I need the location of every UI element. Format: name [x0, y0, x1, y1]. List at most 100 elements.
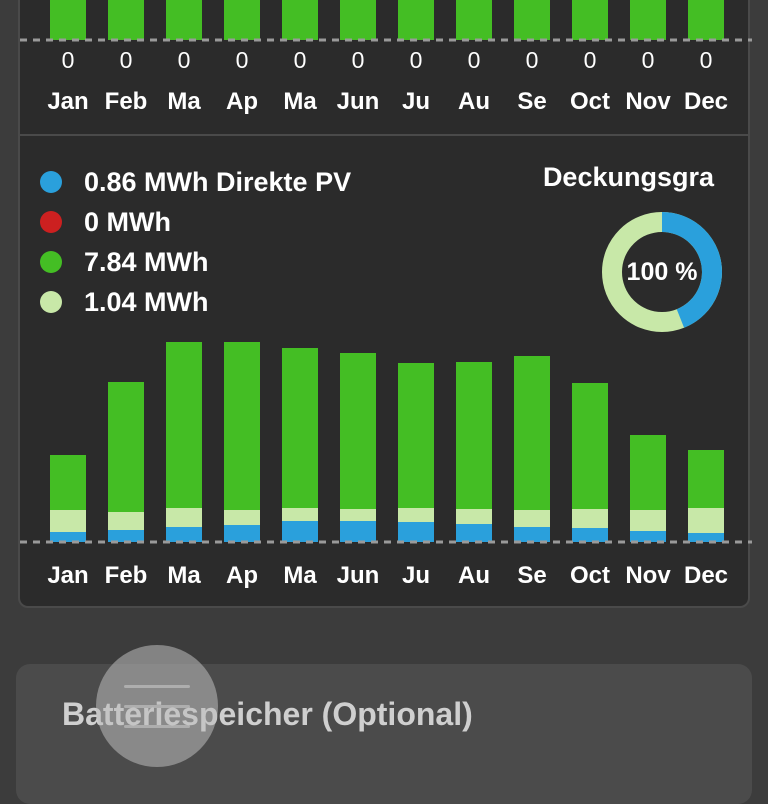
- bar-segment-light-green: [108, 512, 144, 530]
- bar-segment-green: [166, 342, 202, 508]
- bar-segment-light-green: [572, 509, 608, 528]
- top-bar: [630, 0, 666, 40]
- legend-item-direct-pv: 0.86 MWh Direkte PV: [40, 162, 351, 202]
- top-month-label: Nov: [625, 88, 671, 115]
- bar-segment-direct-pv: [282, 521, 318, 542]
- top-value-label: 0: [178, 47, 191, 73]
- coverage-donut: 100 %: [600, 210, 724, 334]
- bar-segment-green: [630, 435, 666, 510]
- legend-label: 1.04 MWh: [84, 287, 209, 317]
- top-value-label: 0: [410, 47, 423, 73]
- energy-chart-card: 0.86 MWh Direkte PV 0 MWh 7.84 MWh 1.04 …: [18, 134, 752, 608]
- month-label: Ma: [167, 562, 201, 589]
- coverage-title: Deckungsgra: [542, 162, 714, 192]
- top-month-label: Ma: [167, 88, 201, 115]
- legend-label: 0.86 MWh Direkte PV: [84, 167, 352, 197]
- month-label: Au: [458, 562, 490, 589]
- top-bar: [282, 0, 318, 40]
- top-bar: [456, 0, 492, 40]
- bar-segment-direct-pv: [514, 527, 550, 542]
- top-value-label: 0: [584, 47, 597, 73]
- month-label: Jun: [337, 562, 380, 589]
- top-month-label: Feb: [105, 88, 148, 115]
- top-month-label: Dec: [684, 88, 728, 115]
- month-label: Se: [517, 562, 546, 589]
- top-bar: [514, 0, 550, 40]
- bar-segment-direct-pv: [50, 532, 86, 542]
- top-month-label: Ma: [283, 88, 317, 115]
- bar-segment-direct-pv: [630, 531, 666, 542]
- coverage-value: 100 %: [626, 258, 698, 286]
- bar-segment-direct-pv: [224, 525, 260, 542]
- chart-legend: 0.86 MWh Direkte PV 0 MWh 7.84 MWh 1.04 …: [40, 162, 351, 322]
- bar-segment-direct-pv: [108, 530, 144, 542]
- top-value-label: 0: [120, 47, 133, 73]
- bar-segment-green: [398, 363, 434, 508]
- top-month-label: Ap: [226, 88, 258, 115]
- top-bar: [166, 0, 202, 40]
- legend-dot-light-green: [40, 291, 62, 313]
- monthly-chart-card-top: 0 0 0 0 0 0 0 0 0 0 0 0 Jan Feb Ma Ap Ma Jun Ju Au Se Oct Nov D…: [18, 0, 752, 136]
- menu-icon-line: [124, 725, 190, 728]
- bar-segment-green: [108, 382, 144, 512]
- legend-dot-green: [40, 251, 62, 273]
- top-month-label: Ju: [402, 88, 430, 115]
- top-month-label: Jan: [47, 88, 88, 115]
- legend-item-green: 7.84 MWh: [40, 242, 351, 282]
- donut-chart: [602, 212, 722, 332]
- menu-button[interactable]: [96, 645, 218, 767]
- top-bar: [572, 0, 608, 40]
- top-value-label: 0: [236, 47, 249, 73]
- month-label: Dec: [684, 562, 728, 589]
- bar-segment-green: [572, 383, 608, 509]
- menu-icon-line: [124, 705, 190, 708]
- legend-label: 0 MWh: [84, 207, 171, 237]
- bar-segment-light-green: [224, 510, 260, 525]
- bar-segment-light-green: [514, 510, 550, 527]
- month-label: Ap: [226, 562, 258, 589]
- bar-segment-light-green: [340, 509, 376, 521]
- bar-segment-light-green: [456, 509, 492, 524]
- month-label: Ju: [402, 562, 430, 589]
- top-value-label: 0: [642, 47, 655, 73]
- bar-segment-green: [340, 353, 376, 509]
- month-label: Jan: [47, 562, 88, 589]
- bar-segment-green: [50, 455, 86, 510]
- bar-segment-light-green: [50, 510, 86, 532]
- top-bar: [224, 0, 260, 40]
- bar-segment-direct-pv: [166, 527, 202, 542]
- bar-segment-direct-pv: [456, 524, 492, 542]
- top-month-label: Jun: [337, 88, 380, 115]
- legend-label: 7.84 MWh: [84, 247, 209, 277]
- bar-segment-direct-pv: [572, 528, 608, 542]
- top-month-label: Oct: [570, 88, 610, 115]
- top-value-label: 0: [468, 47, 481, 73]
- top-bar: [108, 0, 144, 40]
- top-value-label: 0: [352, 47, 365, 73]
- top-bar: [688, 0, 724, 40]
- top-month-label: Se: [517, 88, 546, 115]
- legend-dot-red: [40, 211, 62, 233]
- month-label: Oct: [570, 562, 610, 589]
- legend-dot-blue: [40, 171, 62, 193]
- top-bar: [50, 0, 86, 40]
- month-label: Feb: [105, 562, 148, 589]
- top-bar: [398, 0, 434, 40]
- bar-segment-light-green: [282, 508, 318, 521]
- bar-segment-light-green: [630, 510, 666, 531]
- month-label: Nov: [625, 562, 671, 589]
- donut-segment-direct-pv: [662, 212, 722, 328]
- top-value-label: 0: [62, 47, 75, 73]
- bar-segment-green: [456, 362, 492, 509]
- bar-segment-light-green: [166, 508, 202, 527]
- bar-segment-light-green: [398, 508, 434, 522]
- top-month-label: Au: [458, 88, 490, 115]
- top-value-label: 0: [526, 47, 539, 73]
- bar-segment-green: [282, 348, 318, 508]
- legend-item-grid: 0 MWh: [40, 202, 351, 242]
- bar-segment-direct-pv: [688, 533, 724, 542]
- top-bar: [340, 0, 376, 40]
- bar-segment-green: [224, 342, 260, 510]
- top-value-label: 0: [700, 47, 713, 73]
- stacked-bar-chart: Jan Feb Ma Ap Ma Jun Ju Au Se Oct Nov Dec: [20, 342, 752, 589]
